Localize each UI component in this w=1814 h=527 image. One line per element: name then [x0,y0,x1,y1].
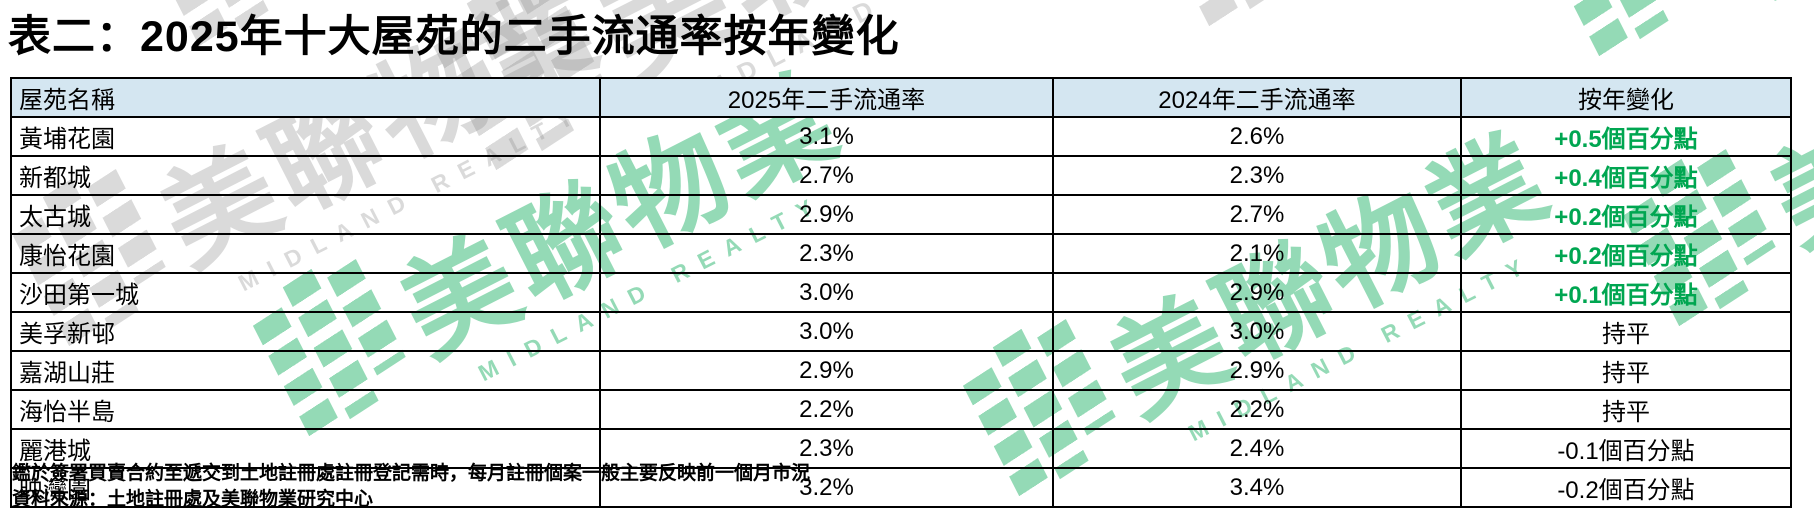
yoy-change-cell: +0.5個百分點 [1460,116,1792,157]
rate-2025-cell: 2.9% [599,350,1054,391]
yoy-change-cell: -0.2個百分點 [1460,467,1792,508]
rate-2025-cell: 2.3% [599,428,1054,469]
estate-name-cell: 麗港城 [10,428,601,469]
rate-2025-cell: 2.7% [599,155,1054,196]
rate-2024-cell: 2.4% [1052,428,1462,469]
yoy-change-cell: +0.2個百分點 [1460,233,1792,274]
footnotes: 鑑於簽署買賣合約至遞交到土地註冊處註冊登記需時，每月註冊個案一般主要反映前一個月… [12,461,810,513]
rate-2025-cell: 3.0% [599,311,1054,352]
header-row: 屋苑名稱 2025年二手流通率 2024年二手流通率 按年變化 [10,77,1792,118]
table-body: 黃埔花園 3.1% 2.6% +0.5個百分點 新都城 2.7% 2.3% +0… [10,116,1792,508]
yoy-change-cell: +0.4個百分點 [1460,155,1792,196]
yoy-change-cell: 持平 [1460,311,1792,352]
estate-name-cell: 映灣園 [10,467,601,508]
rate-2024-cell: 3.0% [1052,311,1462,352]
table-row: 海怡半島 2.2% 2.2% 持平 [10,389,1792,430]
midland-blocks-icon [1542,0,1706,63]
page-title: 表二：2025年十大屋苑的二手流通率按年變化 [8,13,900,61]
rate-2025-cell: 2.9% [599,194,1054,235]
rate-2024-cell: 3.4% [1052,467,1462,508]
rate-2024-cell: 2.9% [1052,272,1462,313]
midland-watermark: 美聯物業 MIDLAND REALTY [1540,0,1814,89]
rate-2024-cell: 2.1% [1052,233,1462,274]
rate-2024-cell: 2.9% [1052,350,1462,391]
midland-watermark: 美聯物業 MIDLAND REALTY [1150,0,1773,59]
estate-name-cell: 嘉湖山莊 [10,350,601,391]
rate-2025-cell: 3.1% [599,116,1054,157]
table-row: 太古城 2.9% 2.7% +0.2個百分點 [10,194,1792,235]
table-row: 黃埔花園 3.1% 2.6% +0.5個百分點 [10,116,1792,157]
table-row: 嘉湖山莊 2.9% 2.9% 持平 [10,350,1792,391]
yoy-change-cell: -0.1個百分點 [1460,428,1792,469]
rate-2025-cell: 2.2% [599,389,1054,430]
column-header-2025-turnover: 2025年二手流通率 [599,77,1054,118]
column-header-yoy-change: 按年變化 [1460,77,1792,118]
turnover-rate-table: 屋苑名稱 2025年二手流通率 2024年二手流通率 按年變化 黃埔花園 3.1… [10,77,1792,508]
rate-2024-cell: 2.7% [1052,194,1462,235]
registration-timing-note: 鑑於簽署買賣合約至遞交到土地註冊處註冊登記需時，每月註冊個案一般主要反映前一個月… [12,463,811,484]
estate-name-cell: 沙田第一城 [10,272,601,313]
rate-2024-cell: 2.2% [1052,389,1462,430]
yoy-change-cell: +0.1個百分點 [1460,272,1792,313]
estate-name-cell: 新都城 [10,155,601,196]
table-row: 麗港城 2.3% 2.4% -0.1個百分點 [10,428,1792,469]
table-row: 康怡花園 2.3% 2.1% +0.2個百分點 [10,233,1792,274]
column-header-estate-name: 屋苑名稱 [10,77,601,118]
table-row: 新都城 2.7% 2.3% +0.4個百分點 [10,155,1792,196]
rate-2025-cell: 3.0% [599,272,1054,313]
rate-2025-cell: 2.3% [599,233,1054,274]
estate-name-cell: 康怡花園 [10,233,601,274]
estate-name-cell: 黃埔花園 [10,116,601,157]
column-header-2024-turnover: 2024年二手流通率 [1052,77,1462,118]
watermark-latin-text: MIDLAND REALTY [1764,0,1814,7]
yoy-change-cell: 持平 [1460,389,1792,430]
estate-name-cell: 海怡半島 [10,389,601,430]
rate-2024-cell: 2.6% [1052,116,1462,157]
table-row: 沙田第一城 3.0% 2.9% +0.1個百分點 [10,272,1792,313]
data-source-note: 資料來源：土地註冊處及美聯物業研究中心 [12,489,374,510]
rate-2025-cell: 3.2% [599,467,1054,508]
midland-blocks-icon [1152,0,1316,33]
table-row: 美孚新邨 3.0% 3.0% 持平 [10,311,1792,352]
estate-name-cell: 美孚新邨 [10,311,601,352]
table-row: 映灣園 3.2% 3.4% -0.2個百分點 [10,467,1792,508]
estate-name-cell: 太古城 [10,194,601,235]
yoy-change-cell: 持平 [1460,350,1792,391]
rate-2024-cell: 2.3% [1052,155,1462,196]
yoy-change-cell: +0.2個百分點 [1460,194,1792,235]
